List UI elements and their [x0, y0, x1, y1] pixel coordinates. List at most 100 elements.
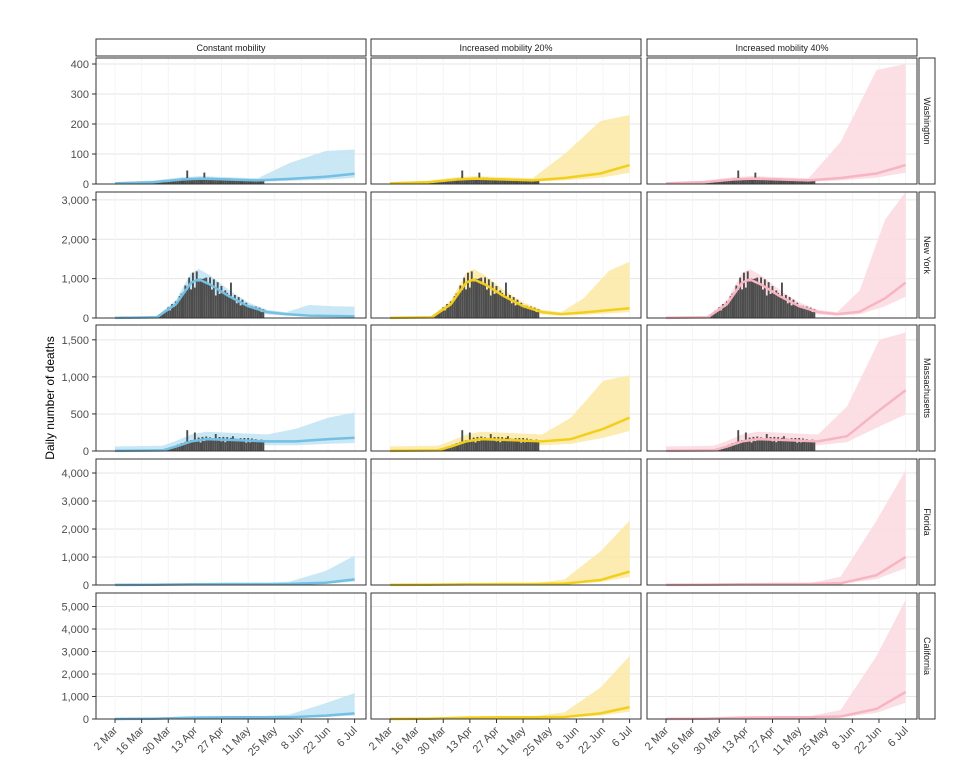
observed-death-bar — [484, 277, 486, 318]
observed-death-bar — [769, 178, 772, 184]
observed-death-bar — [735, 285, 738, 318]
observed-death-bar — [207, 177, 210, 184]
y-tick-label: 1,000 — [61, 692, 89, 704]
observed-death-bar — [800, 305, 802, 318]
observed-death-bar — [752, 279, 755, 318]
observed-death-bar — [258, 307, 261, 318]
observed-death-bar — [724, 306, 726, 318]
mean-projection-line — [665, 278, 907, 320]
observed-death-bar — [249, 442, 251, 451]
observed-death-bar — [744, 178, 747, 184]
observed-death-bar — [212, 438, 215, 451]
observed-death-bar — [514, 438, 517, 451]
observed-death-bar — [159, 182, 162, 184]
observed-death-bar — [163, 181, 166, 184]
observed-death-bar — [722, 180, 724, 184]
observed-death-bar — [533, 180, 536, 184]
observed-death-bar — [211, 177, 213, 184]
observed-death-bar — [237, 179, 240, 184]
observed-death-bar — [497, 179, 500, 184]
observed-death-bar — [254, 306, 257, 318]
observed-death-bar — [174, 301, 177, 318]
observed-death-bar — [716, 311, 719, 318]
observed-death-bar — [809, 440, 812, 451]
observed-death-bar — [529, 181, 532, 184]
observed-death-bar — [512, 179, 515, 184]
observed-death-bar — [461, 430, 464, 451]
observed-death-bar — [472, 437, 475, 451]
uncertainty-ribbon — [666, 192, 906, 318]
observed-death-bar — [796, 442, 799, 451]
observed-death-bar — [444, 180, 447, 184]
observed-death-bar — [453, 446, 456, 451]
observed-death-bar — [754, 441, 757, 451]
uncertainty-ribbon — [390, 375, 630, 451]
observed-death-bar — [448, 306, 450, 318]
observed-death-bar — [535, 312, 538, 318]
observed-death-bar — [243, 179, 246, 184]
panel-border — [95, 191, 367, 319]
observed-death-bar — [211, 438, 213, 451]
observed-death-bar — [188, 277, 191, 318]
observed-death-bar — [507, 436, 509, 451]
observed-death-bar — [482, 283, 485, 318]
observed-death-bar — [802, 180, 804, 184]
observed-death-bar — [510, 303, 513, 318]
observed-death-bar — [779, 440, 781, 451]
observed-death-bar — [226, 292, 229, 318]
observed-death-bar — [451, 180, 454, 184]
observed-death-bar — [750, 278, 753, 318]
observed-death-bar — [792, 179, 795, 184]
observed-death-bar — [489, 434, 492, 451]
observed-death-bar — [438, 310, 441, 318]
observed-death-bar — [444, 310, 447, 318]
observed-death-bar — [487, 438, 490, 451]
observed-death-bar — [251, 438, 253, 451]
observed-death-bar — [784, 438, 787, 451]
observed-death-bar — [247, 438, 250, 451]
observed-death-bar — [178, 446, 181, 451]
observed-death-bar — [220, 286, 223, 318]
observed-death-bar — [457, 292, 460, 318]
observed-death-bar — [809, 180, 812, 184]
observed-death-bar — [241, 441, 244, 451]
observed-death-bar — [758, 177, 761, 184]
observed-death-bar — [752, 179, 755, 184]
observed-death-bar — [805, 306, 808, 318]
row-strip-label: California — [922, 637, 932, 675]
observed-death-bar — [520, 442, 523, 451]
observed-death-bar — [811, 439, 814, 451]
observed-death-bar — [501, 180, 504, 184]
observed-death-bar — [262, 309, 265, 318]
observed-death-bar — [260, 439, 263, 451]
observed-death-bar — [537, 441, 540, 451]
observed-death-bar — [788, 297, 791, 318]
observed-death-bar — [733, 292, 736, 318]
observed-death-bar — [526, 305, 528, 318]
observed-death-bar — [491, 439, 494, 451]
observed-death-bar — [508, 180, 511, 184]
observed-death-bar — [459, 285, 462, 318]
observed-death-bar — [803, 307, 806, 318]
observed-death-bar — [232, 436, 234, 451]
observed-death-bar — [254, 181, 257, 184]
observed-death-bar — [193, 287, 196, 318]
observed-death-bar — [735, 441, 738, 451]
observed-death-bar — [449, 447, 452, 451]
y-tick-label: 3,000 — [61, 647, 89, 659]
observed-death-bar — [247, 180, 250, 184]
observed-death-bar — [746, 178, 749, 184]
observed-death-bar — [461, 170, 464, 184]
observed-death-bar — [714, 181, 717, 184]
x-tick-label: 13 Apr — [720, 724, 751, 755]
y-tick-label: 400 — [71, 59, 89, 71]
observed-death-bar — [518, 305, 521, 318]
facet-strip — [370, 38, 642, 57]
observed-death-bar — [503, 178, 505, 184]
observed-death-bar — [495, 286, 498, 318]
observed-death-bar — [487, 179, 490, 184]
observed-death-bar — [773, 436, 776, 451]
observed-death-bar — [771, 441, 774, 451]
row-strip-label: New York — [922, 236, 932, 275]
observed-death-bar — [750, 177, 753, 184]
